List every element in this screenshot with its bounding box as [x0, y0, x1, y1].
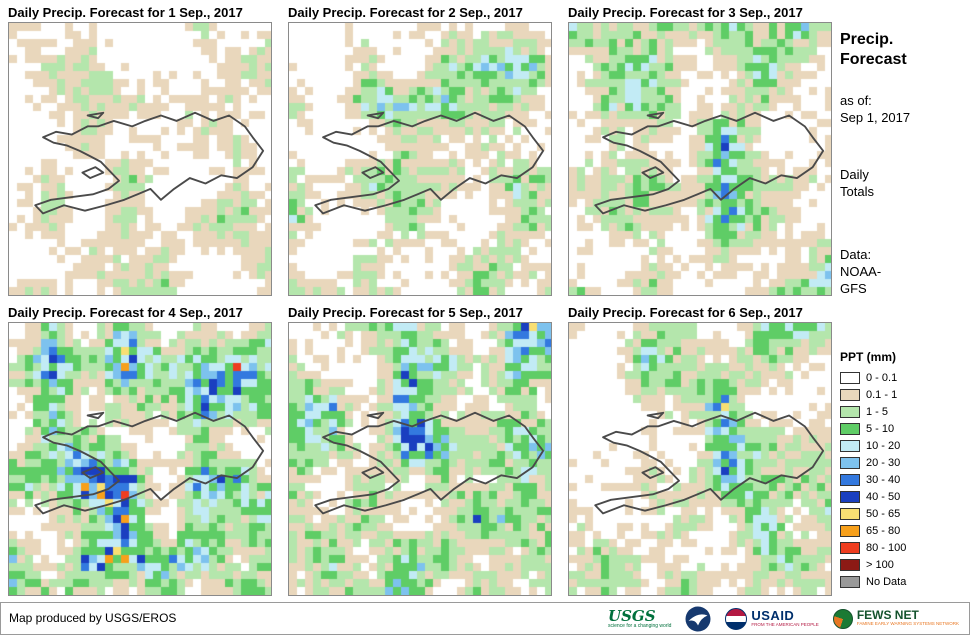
precip-map-4: [8, 322, 272, 596]
legend-label: 20 - 30: [866, 456, 901, 469]
precip-raster-map: [289, 23, 551, 295]
data-source-value2: GFS: [840, 281, 867, 296]
legend-label: 30 - 40: [866, 473, 901, 486]
legend-label: 1 - 5: [866, 405, 889, 418]
fewsnet-logo: FEWS NET FAMINE EARLY WARNING SYSTEMS NE…: [832, 608, 959, 629]
sidebar-title-line1: Precip.: [840, 31, 894, 48]
legend-swatch: [840, 524, 860, 537]
legend-label: > 100: [866, 558, 894, 571]
precip-raster-map: [9, 23, 271, 295]
as-of-block: as of: Sep 1, 2017: [840, 92, 910, 126]
precip-map-6: [568, 322, 832, 596]
sidebar-title-line2: Forecast: [840, 51, 907, 68]
legend-swatch: [840, 388, 860, 401]
precip-raster-map: [289, 323, 551, 595]
legend-item: 50 - 65: [840, 505, 906, 522]
legend-label: 10 - 20: [866, 439, 901, 452]
legend-label: 40 - 50: [866, 490, 901, 503]
legend-swatch: [840, 473, 860, 486]
legend-label: 0.1 - 1: [866, 388, 898, 401]
legend-item: 10 - 20: [840, 437, 906, 454]
map-credit: Map produced by USGS/EROS: [9, 611, 177, 625]
forecast-panel-6: Daily Precip. Forecast for 6 Sep., 2017: [568, 304, 832, 596]
panel-title: Daily Precip. Forecast for 4 Sep., 2017: [8, 305, 243, 320]
fewsnet-logo-text: FEWS NET: [856, 608, 919, 622]
usaid-logo: USAID FROM THE AMERICAN PEOPLE: [725, 607, 819, 630]
legend-swatch: [840, 575, 860, 588]
panel-title: Daily Precip. Forecast for 1 Sep., 2017: [8, 5, 243, 20]
precip-raster-map: [9, 323, 271, 595]
legend-label: 5 - 10: [866, 422, 895, 435]
panel-title: Daily Precip. Forecast for 2 Sep., 2017: [288, 5, 523, 20]
globe-icon: [832, 608, 853, 629]
legend-label: No Data: [866, 575, 907, 588]
legend-swatch: [840, 456, 860, 469]
legend-swatch: [840, 507, 860, 520]
legend-label: 0 - 0.1: [866, 371, 898, 384]
legend-items: 0 - 0.1 0.1 - 1 1 - 5 5 - 10 10 - 20 20 - 30 3…: [840, 369, 906, 590]
legend-item: 1 - 5: [840, 403, 906, 420]
fewsnet-logo-tagline: FAMINE EARLY WARNING SYSTEMS NETWORK: [856, 621, 959, 626]
legend-swatch: [840, 371, 860, 384]
precip-map-5: [288, 322, 552, 596]
noaa-emblem-icon: [685, 606, 711, 631]
forecast-panel-5: Daily Precip. Forecast for 5 Sep., 2017: [288, 304, 552, 596]
totals-block: Daily Totals: [840, 166, 874, 200]
legend-item: 40 - 50: [840, 488, 906, 505]
usaid-flag-icon: [725, 607, 748, 630]
usgs-logo: USGS science for a changing world: [608, 606, 672, 629]
precip-raster-map: [569, 323, 831, 595]
legend-label: 65 - 80: [866, 524, 901, 537]
precip-raster-map: [569, 23, 831, 295]
legend-swatch: [840, 541, 860, 554]
legend-item: 80 - 100: [840, 539, 906, 556]
legend-label: 50 - 65: [866, 507, 901, 520]
legend-item: No Data: [840, 573, 906, 590]
as-of-value: Sep 1, 2017: [840, 110, 911, 125]
legend-swatch: [840, 422, 860, 435]
precip-map-3: [568, 22, 832, 296]
totals-line1: Daily: [840, 167, 869, 182]
totals-line2: Totals: [840, 184, 874, 199]
panel-title: Daily Precip. Forecast for 3 Sep., 2017: [568, 5, 803, 20]
forecast-panel-4: Daily Precip. Forecast for 4 Sep., 2017: [8, 304, 272, 596]
legend-item: 0 - 0.1: [840, 369, 906, 386]
data-source-label: Data:: [840, 247, 872, 262]
footer: Map produced by USGS/EROS USGS science f…: [0, 602, 970, 635]
legend-item: 30 - 40: [840, 471, 906, 488]
panel-title: Daily Precip. Forecast for 6 Sep., 2017: [568, 305, 803, 320]
logo-strip: USGS science for a changing world USAID …: [608, 605, 959, 632]
legend-title: PPT (mm): [840, 350, 897, 364]
forecast-panel-2: Daily Precip. Forecast for 2 Sep., 2017: [288, 4, 552, 296]
legend-swatch: [840, 490, 860, 503]
sidebar-title: Precip. Forecast: [840, 30, 907, 70]
panel-title: Daily Precip. Forecast for 5 Sep., 2017: [288, 305, 523, 320]
as-of-label: as of:: [840, 93, 872, 108]
legend-swatch: [840, 439, 860, 452]
legend-item: 20 - 30: [840, 454, 906, 471]
usaid-logo-tagline: FROM THE AMERICAN PEOPLE: [751, 621, 819, 627]
legend-swatch: [840, 558, 860, 571]
legend-label: 80 - 100: [866, 541, 907, 554]
usgs-logo-tagline: science for a changing world: [608, 622, 672, 629]
legend-item: 65 - 80: [840, 522, 906, 539]
forecast-panel-1: Daily Precip. Forecast for 1 Sep., 2017: [8, 4, 272, 296]
usgs-logo-text: USGS: [608, 606, 656, 625]
legend-item: > 100: [840, 556, 906, 573]
data-source-value1: NOAA-: [840, 264, 882, 279]
precip-map-2: [288, 22, 552, 296]
forecast-panel-3: Daily Precip. Forecast for 3 Sep., 2017: [568, 4, 832, 296]
data-source-block: Data: NOAA- GFS: [840, 246, 881, 297]
legend-swatch: [840, 405, 860, 418]
usaid-logo-text: USAID: [751, 607, 795, 623]
legend-item: 0.1 - 1: [840, 386, 906, 403]
precip-map-1: [8, 22, 272, 296]
legend-item: 5 - 10: [840, 420, 906, 437]
